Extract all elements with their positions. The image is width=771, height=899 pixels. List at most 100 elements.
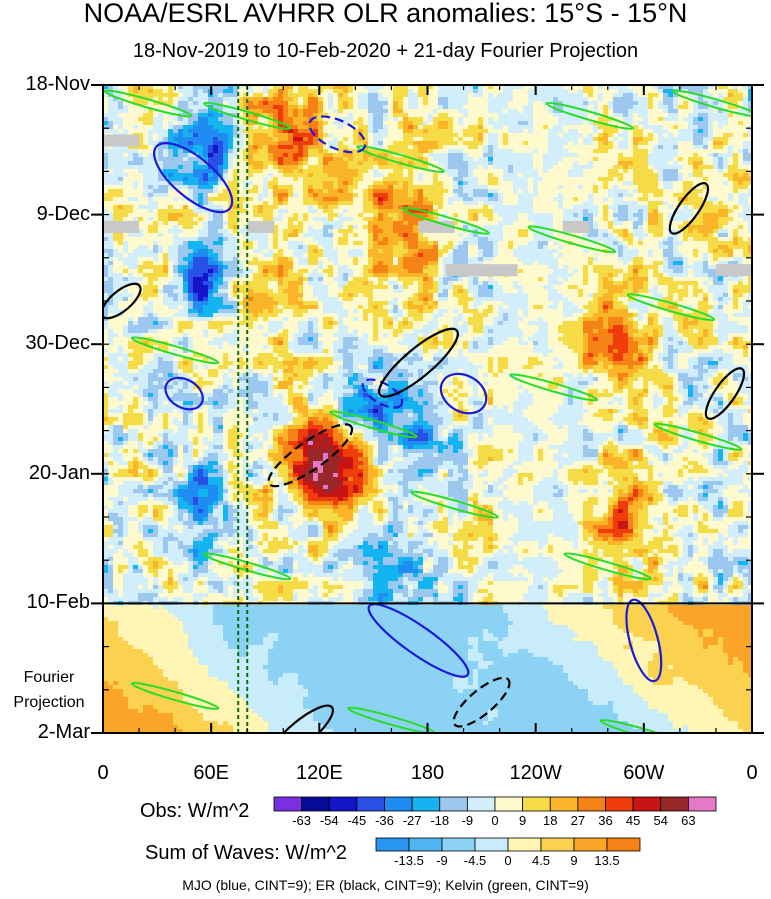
olr-cell (393, 197, 399, 202)
olr-cell (423, 145, 429, 150)
olr-cell (433, 133, 439, 138)
olr-cell (173, 85, 179, 90)
olr-cell (408, 97, 414, 102)
olr-cell (198, 165, 204, 170)
olr-cell (528, 169, 534, 174)
olr-cell (108, 205, 114, 210)
olr-cell (248, 201, 254, 206)
olr-cell (623, 97, 629, 102)
olr-cell (198, 97, 204, 102)
olr-cell (323, 193, 329, 198)
olr-cell (193, 161, 199, 166)
olr-cell (343, 117, 349, 122)
olr-cell (733, 85, 739, 90)
olr-cell (138, 85, 144, 90)
olr-cell (178, 117, 184, 122)
olr-cell (468, 201, 474, 206)
olr-cell (288, 201, 294, 206)
olr-cell (178, 89, 184, 94)
olr-cell (318, 177, 324, 182)
olr-cell (683, 117, 689, 122)
olr-cell (203, 113, 209, 118)
olr-cell (213, 133, 219, 138)
olr-cell (293, 133, 299, 138)
olr-cell (483, 121, 489, 126)
olr-cell (458, 129, 464, 134)
olr-cell (353, 137, 359, 142)
olr-cell (513, 149, 519, 154)
olr-cell (433, 113, 439, 118)
olr-cell (693, 105, 699, 110)
olr-cell (713, 117, 719, 122)
olr-cell (133, 165, 139, 170)
olr-cell (218, 221, 224, 226)
olr-cell (738, 129, 744, 134)
olr-cell (428, 189, 434, 194)
olr-cell (703, 177, 709, 182)
olr-cell (108, 185, 114, 190)
olr-cell (618, 101, 624, 106)
olr-cell (733, 189, 739, 194)
olr-cell (498, 129, 504, 134)
olr-cell (743, 181, 749, 186)
olr-cell (353, 225, 359, 230)
olr-cell (573, 165, 579, 170)
olr-cell (328, 217, 334, 222)
olr-cell (143, 217, 149, 222)
olr-cell (468, 85, 474, 90)
olr-cell (383, 125, 389, 130)
olr-cell (713, 137, 719, 142)
olr-cell (273, 165, 279, 170)
olr-cell (673, 133, 679, 138)
olr-cell (708, 145, 714, 150)
olr-cell (323, 85, 329, 90)
olr-cell (303, 121, 309, 126)
olr-cell (293, 165, 299, 170)
olr-cell (443, 121, 449, 126)
olr-cell (363, 153, 369, 158)
olr-cell (638, 113, 644, 118)
olr-cell (473, 129, 479, 134)
olr-cell (333, 85, 339, 90)
olr-cell (343, 125, 349, 130)
olr-cell (638, 193, 644, 198)
olr-cell (458, 201, 464, 206)
olr-cell (123, 193, 129, 198)
olr-cell (388, 121, 394, 126)
olr-cell (588, 93, 594, 98)
olr-cell (258, 217, 264, 222)
olr-cell (748, 177, 752, 182)
olr-cell (398, 109, 404, 114)
olr-cell (383, 205, 389, 210)
olr-cell (608, 197, 614, 202)
olr-cell (383, 105, 389, 110)
olr-cell (698, 85, 704, 90)
olr-cell (443, 145, 449, 150)
olr-cell (298, 141, 304, 146)
olr-cell (268, 177, 274, 182)
olr-cell (563, 193, 569, 198)
olr-cell (688, 209, 694, 214)
olr-cell (668, 93, 674, 98)
olr-cell (638, 133, 644, 138)
olr-cell (493, 129, 499, 134)
olr-cell (703, 205, 709, 210)
olr-cell (268, 149, 274, 154)
olr-cell (618, 89, 624, 94)
olr-cell (718, 97, 724, 102)
olr-cell (568, 157, 574, 162)
olr-cell (508, 97, 514, 102)
olr-cell (418, 89, 424, 94)
olr-cell (173, 229, 179, 234)
olr-cell (198, 121, 204, 126)
olr-cell (743, 85, 749, 90)
olr-cell (313, 161, 319, 166)
olr-cell (628, 193, 634, 198)
olr-cell (548, 169, 554, 174)
olr-cell (538, 153, 544, 158)
olr-cell (353, 97, 359, 102)
olr-cell (108, 97, 114, 102)
olr-cell (538, 105, 544, 110)
olr-cell (593, 169, 599, 174)
